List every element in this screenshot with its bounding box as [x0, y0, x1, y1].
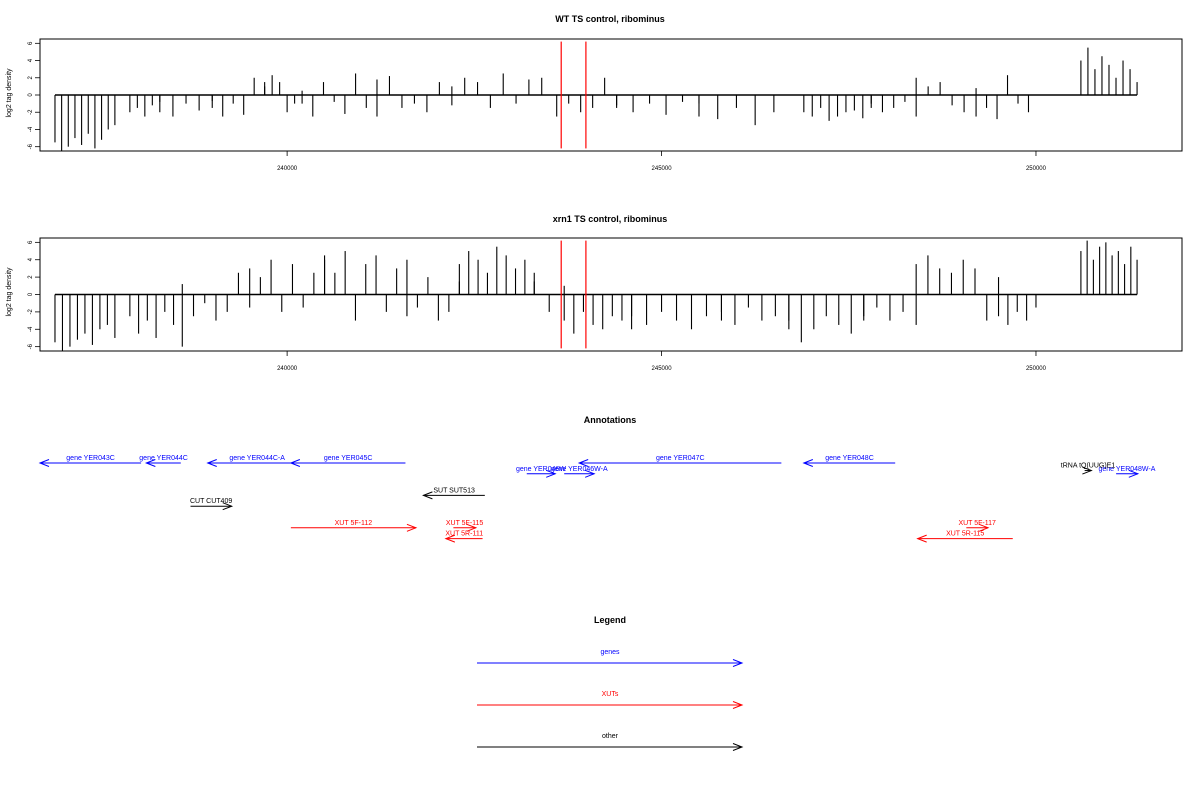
xrn1-y-tick-label: -6 [28, 343, 34, 349]
annotation-arrow-head [206, 459, 217, 467]
wt-y-tick-label: 4 [28, 58, 34, 62]
annotation-label: XUT 5F-115 [446, 520, 484, 527]
annotation-arrow-head [978, 523, 990, 532]
annotation-label: gene YER044C-A [229, 455, 285, 462]
wt-y-tick-label: 6 [28, 41, 34, 45]
xrn1-y-tick-label: 0 [28, 292, 34, 296]
annotation-arrow-head [1082, 466, 1093, 475]
legend-label: other [602, 733, 619, 740]
xrn1-x-tick-label: 250000 [1026, 366, 1047, 372]
annotation-arrow-head [444, 534, 456, 543]
wt-y-tick-label: -2 [28, 109, 34, 115]
legend-arrow-head [732, 701, 744, 709]
xrn1-y-tick-label: -4 [28, 326, 34, 332]
annotation-arrow-head [466, 523, 478, 532]
legend-label: XUTs [602, 691, 619, 698]
annotation-label: gene YER043C [66, 455, 115, 462]
annotation-label: XUT 5R-115 [946, 531, 984, 538]
wt-plot-area: -6 -4 -2 0 2 4 6 240000 245000 250000 [28, 38, 1183, 172]
annotation-arrow-head [584, 469, 596, 478]
annotation-arrow-head [802, 459, 814, 467]
xrn1-panel: xrn1 TS control, ribominus log2 tag dens… [6, 214, 1183, 372]
xrn1-plot-area: -6 -4 -2 0 2 4 6 240000 245000 250000 [28, 237, 1183, 372]
xrn1-y-tick-label: 2 [28, 275, 34, 279]
annotation-arrow-head [1128, 469, 1140, 478]
annotation-label: gene YER046W [516, 466, 566, 473]
annotation-label: gene YER047C [656, 455, 705, 462]
annotation-label: tRNA tQ(UUG)E1 [1061, 463, 1116, 470]
annotation-label: gene YER048W-A [1098, 466, 1155, 473]
annotation-label: gene YER046W-A [551, 466, 608, 473]
xrn1-ylabel: log2 tag density [6, 267, 13, 317]
legend-arrow-head [732, 743, 744, 751]
annotation-arrow-head [222, 502, 234, 511]
wt-ylabel: log2 tag density [6, 68, 13, 118]
xrn1-y-tick-label: -2 [28, 309, 34, 315]
annotation-label: XUT 5F-112 [335, 520, 373, 527]
xrn1-y-tick-label: 4 [28, 257, 34, 261]
wt-y-tick-label: -4 [28, 126, 34, 132]
annotation-label: CUT CUT409 [190, 498, 232, 505]
wt-x-tick-label: 245000 [652, 166, 673, 172]
annotation-label: gene YER048C [825, 455, 874, 462]
annotation-label: gene YER044C [139, 455, 188, 462]
xrn1-panel-title: xrn1 TS control, ribominus [553, 214, 668, 224]
annotation-arrow-head [289, 459, 301, 467]
annotation-label: XUT 5R-111 [445, 531, 483, 538]
xrn1-x-tick-label: 245000 [652, 366, 673, 372]
annotation-arrow-head [38, 459, 50, 467]
annotation-label: gene YER045C [324, 455, 373, 462]
legend-label: genes [600, 649, 620, 656]
annotation-arrow-head [546, 469, 557, 478]
annotation-arrow-head [406, 523, 418, 532]
wt-panel: WT TS control, ribominus log2 tag densit… [6, 14, 1183, 172]
annotation-arrow-head [916, 534, 927, 543]
annotation-arrow-head [422, 491, 433, 500]
annotation-label: SUT SUT513 [433, 487, 475, 494]
wt-y-tick-label: 2 [28, 75, 34, 79]
annotations-title: Annotations [584, 415, 637, 425]
annotations-panel: Annotations gene YER043C gene YER044C gene… [38, 415, 1156, 543]
legend-panel: Legend genes XUTs other [477, 615, 744, 751]
legend-title: Legend [594, 615, 626, 625]
annotation-arrow-head [144, 459, 156, 467]
wt-x-tick-label: 250000 [1026, 166, 1047, 172]
wt-y-tick-label: 0 [28, 93, 34, 97]
wt-x-tick-label: 240000 [277, 166, 298, 172]
legend-arrow-head [732, 659, 744, 667]
annotation-arrow-head [577, 459, 589, 467]
xrn1-x-tick-label: 240000 [277, 366, 298, 372]
wt-y-tick-label: -6 [28, 143, 34, 149]
wt-panel-title: WT TS control, ribominus [555, 14, 665, 24]
xrn1-y-tick-label: 6 [28, 240, 34, 244]
annotation-label: XUT 5F-117 [958, 520, 996, 527]
